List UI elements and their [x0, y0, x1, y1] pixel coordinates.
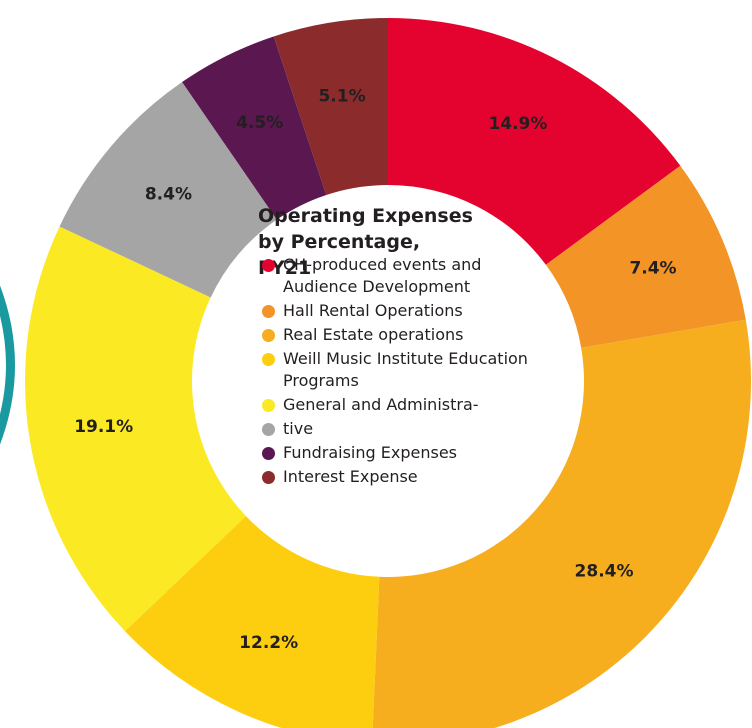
legend-label: Interest Expense — [283, 467, 418, 486]
legend-label: Real Estate operations — [283, 325, 464, 344]
donut-segment — [372, 319, 751, 728]
legend-entry: Interest Expense — [262, 466, 528, 488]
legend-swatch — [262, 353, 275, 366]
legend: CH-produced events and Audience Developm… — [262, 254, 528, 490]
legend-swatch — [262, 259, 275, 272]
legend-entry: Real Estate operations — [262, 324, 528, 346]
data-label: 4.5% — [236, 113, 283, 133]
donut-segment — [545, 165, 746, 348]
data-label: 5.1% — [318, 87, 365, 107]
legend-label: CH-produced events and Audience Developm… — [283, 255, 482, 296]
legend-entry: Weill Music Institute Education Programs — [262, 348, 528, 392]
legend-entry: tive — [262, 418, 528, 440]
donut-segment — [182, 36, 327, 220]
legend-label: General and Administra- — [283, 395, 479, 414]
legend-label: Weill Music Institute Education Programs — [283, 349, 528, 390]
donut-segment — [388, 18, 681, 265]
data-label: 7.4% — [629, 258, 676, 278]
data-label: 14.9% — [488, 114, 547, 134]
donut-segment — [273, 18, 388, 195]
data-label: 28.4% — [575, 561, 634, 581]
legend-entry: Hall Rental Operations — [262, 300, 528, 322]
legend-swatch — [262, 423, 275, 436]
donut-segment — [124, 516, 380, 728]
legend-swatch — [262, 471, 275, 484]
decor-arc — [0, 285, 15, 445]
legend-entry: General and Administra- — [262, 394, 528, 416]
legend-entry: CH-produced events and Audience Developm… — [262, 254, 528, 298]
donut-segment — [59, 82, 277, 298]
data-label: 12.2% — [239, 633, 298, 653]
legend-swatch — [262, 329, 275, 342]
legend-entry: Fundraising Expenses — [262, 442, 528, 464]
legend-label: Hall Rental Operations — [283, 301, 463, 320]
legend-label: tive — [283, 419, 314, 438]
donut-segment — [24, 226, 246, 632]
legend-label: Fundraising Expenses — [283, 443, 457, 462]
chart-title: Operating Expenses by Percentage, FY21 — [258, 205, 473, 279]
data-label: 8.4% — [145, 185, 192, 205]
legend-swatch — [262, 447, 275, 460]
legend-swatch — [262, 305, 275, 318]
legend-swatch — [262, 399, 275, 412]
data-label: 19.1% — [74, 417, 133, 437]
